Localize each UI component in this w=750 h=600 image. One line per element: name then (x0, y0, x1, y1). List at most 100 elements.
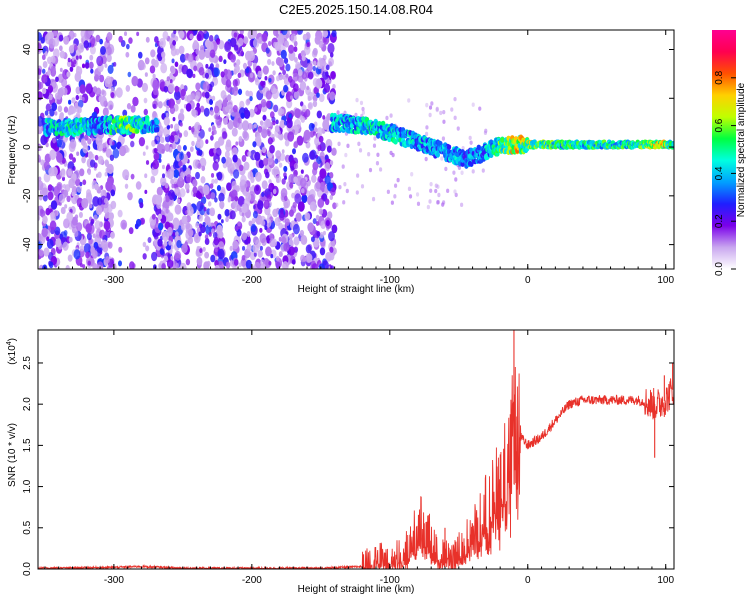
spectrogram-noise-cell (305, 253, 312, 263)
spectrogram-noise-cell (144, 189, 148, 195)
spectrogram-noise-cell (103, 197, 109, 204)
spectrogram-noise-cell (279, 212, 285, 221)
spectrogram-noise-cell (159, 248, 165, 255)
spectrogram-noise-cell (204, 237, 210, 246)
spectrogram-noise-cell (393, 194, 397, 199)
spectrogram-noise-cell (99, 60, 103, 66)
spectrogram-noise-cell (69, 66, 74, 72)
spectrogram-noise-cell (203, 206, 207, 212)
spectrogram-noise-cell (275, 255, 280, 262)
spectrogram-noise-cell (109, 154, 115, 161)
spectrogram-noise-cell (186, 206, 194, 217)
spectrogram-noise-cell (231, 147, 238, 157)
spectrogram-noise-cell (270, 253, 274, 259)
spectrogram-noise-cell (66, 71, 71, 78)
spectrogram-noise-cell (47, 69, 51, 76)
spectrogram-noise-cell (175, 262, 179, 269)
spectrogram-noise-cell (221, 156, 226, 164)
spectrogram-noise-cell (210, 173, 215, 178)
spectrogram-noise-cell (185, 103, 192, 112)
spectrogram-noise-cell (179, 188, 186, 198)
spectrogram-noise-cell (59, 67, 63, 73)
spectrogram-noise-cell (210, 192, 216, 200)
spectrogram-noise-cell (174, 85, 180, 93)
spectrogram-noise-cell (312, 65, 316, 71)
spectrogram-noise-cell (276, 178, 280, 183)
spectrogram-noise-cell (393, 183, 398, 188)
spectrogram-noise-cell (156, 136, 160, 141)
spectrogram-noise-cell (425, 125, 429, 130)
spectrogram-noise-cell (176, 240, 182, 249)
spectrogram-noise-cell (287, 131, 295, 142)
spectrogram-noise-cell (168, 240, 172, 246)
spectrogram-noise-cell (42, 47, 46, 53)
spectrogram-noise-cell (203, 30, 207, 34)
spectrogram-noise-cell (283, 195, 288, 202)
spectrogram-ridge-cell (154, 126, 160, 133)
spectrogram-x-tick-label: 100 (657, 275, 674, 286)
spectrogram-noise-cell (424, 131, 429, 137)
spectrogram-noise-cell (299, 177, 307, 188)
spectrogram-noise-cell (330, 265, 335, 269)
spectrogram-noise-cell (63, 230, 68, 236)
spectrogram-noise-cell (319, 168, 327, 179)
spectrogram-noise-cell (442, 119, 446, 124)
spectrogram-noise-cell (225, 79, 232, 88)
spectrogram-noise-cell (250, 223, 257, 233)
spectrogram-noise-cell (425, 102, 429, 108)
spectrogram-ridge-cell (500, 137, 505, 143)
spectrogram-noise-cell (173, 123, 180, 132)
spectrogram-noise-cell (74, 214, 79, 220)
spectrogram-noise-cell (93, 214, 98, 221)
spectrogram-noise-cell (294, 57, 298, 63)
spectrogram-noise-cell (79, 245, 85, 252)
spectrogram-noise-cell (50, 55, 56, 64)
spectrogram-noise-cell (323, 37, 327, 43)
spectrogram-noise-cell (171, 141, 177, 150)
spectrogram-noise-cell (293, 83, 299, 92)
spectrogram-noise-cell (329, 246, 334, 253)
spectrogram-noise-cell (243, 109, 251, 120)
spectrogram-noise-cell (137, 59, 145, 71)
snr-x-tick-label: -200 (242, 575, 262, 586)
spectrogram-noise-cell (211, 178, 215, 185)
spectrogram-noise-cell (240, 258, 247, 267)
spectrogram-noise-cell (183, 130, 189, 138)
spectrogram-noise-cell (89, 54, 94, 61)
spectrogram-noise-cell (99, 74, 105, 83)
spectrogram-noise-cell (197, 30, 205, 41)
spectrogram-noise-cell (265, 246, 272, 257)
spectrogram-noise-cell (108, 84, 112, 90)
spectrogram-noise-cell (229, 245, 234, 251)
spectrogram-noise-cell (232, 79, 238, 87)
spectrogram-noise-cell (172, 116, 176, 122)
spectrogram-noise-cell (224, 69, 233, 81)
spectrogram-noise-cell (68, 45, 75, 54)
spectrogram-noise-cell (210, 228, 215, 235)
spectrogram-noise-cell (48, 94, 53, 101)
spectrogram-noise-cell (86, 232, 92, 241)
spectrogram-noise-cell (220, 71, 225, 78)
spectrogram-ridge-cell (154, 119, 160, 125)
spectrogram-noise-cell (315, 181, 321, 190)
spectrogram-noise-cell (122, 169, 130, 180)
spectrogram-noise-cell (386, 189, 390, 195)
spectrogram-noise-cell (67, 57, 71, 63)
spectrogram-noise-cell (330, 187, 336, 196)
spectrogram-noise-cell (209, 49, 216, 58)
spectrogram-noise-cell (75, 86, 81, 95)
spectrogram-noise-cell (198, 149, 203, 156)
spectrogram-noise-cell (250, 176, 255, 184)
spectrogram-noise-cell (194, 121, 201, 132)
spectrogram-noise-cell (214, 247, 218, 253)
spectrogram-noise-cell (319, 247, 326, 256)
spectrogram-noise-cell (195, 82, 201, 91)
spectrogram-noise-cell (273, 166, 280, 176)
spectrogram-noise-cell (90, 68, 94, 74)
spectrogram-noise-cell (47, 184, 53, 192)
spectrogram-noise-cell (94, 183, 99, 191)
spectrogram-noise-cell (233, 259, 239, 266)
spectrogram-noise-cell (325, 64, 330, 71)
spectrogram-noise-cell (170, 255, 174, 261)
spectrogram-noise-cell (249, 95, 253, 102)
